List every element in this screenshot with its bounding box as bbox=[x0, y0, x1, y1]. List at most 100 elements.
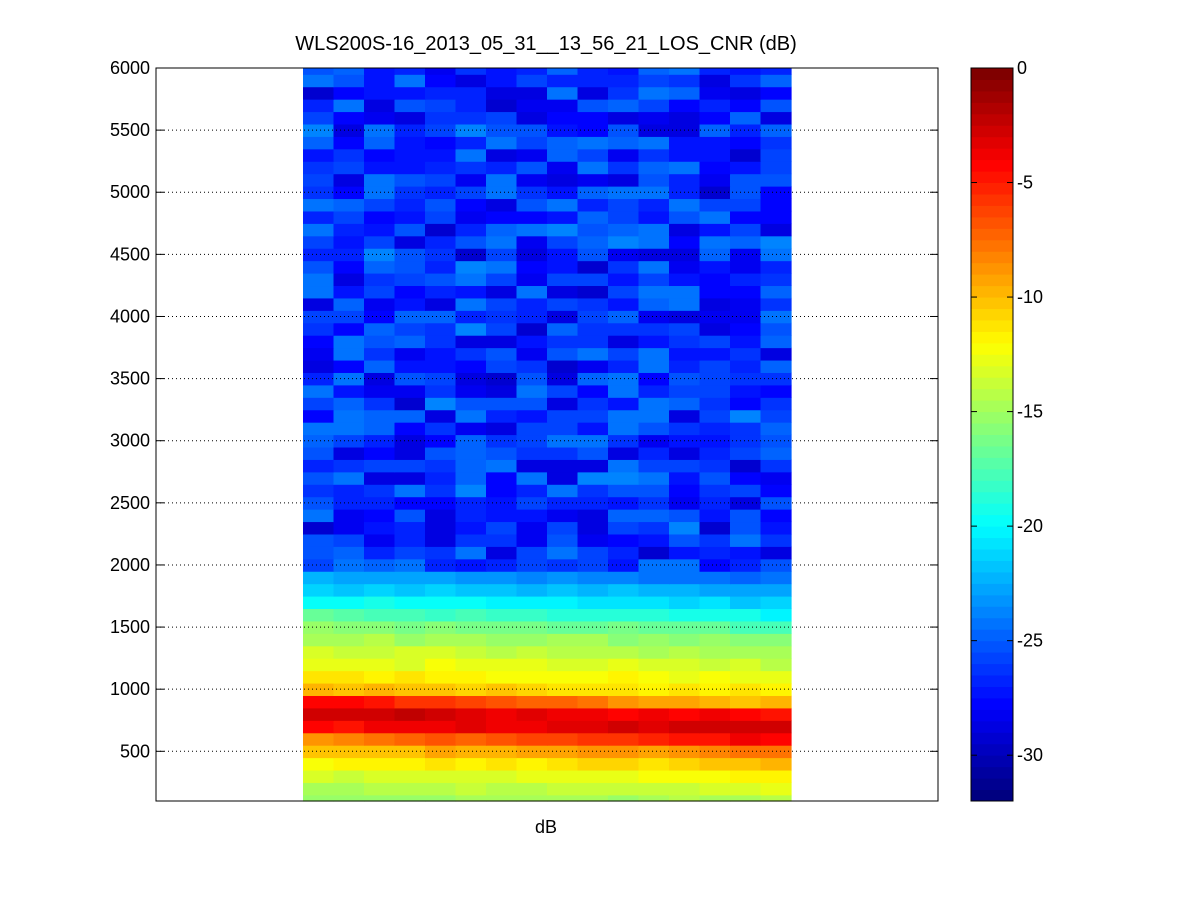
heatmap-cell bbox=[364, 223, 396, 237]
heatmap-cell bbox=[364, 682, 396, 696]
heatmap-cell bbox=[364, 99, 396, 113]
heatmap-cell bbox=[608, 372, 640, 386]
colorbar-ticks: -30 -25 -20 -15 -10 -5 0 bbox=[971, 58, 1043, 765]
heatmap-cell bbox=[364, 459, 396, 473]
heatmap-cell bbox=[455, 471, 487, 485]
heatmap-cell bbox=[608, 682, 640, 696]
heatmap-cell bbox=[303, 372, 335, 386]
heatmap-cell bbox=[425, 533, 457, 547]
heatmap-cell bbox=[577, 223, 609, 237]
heatmap-cell bbox=[425, 658, 457, 672]
heatmap-cell bbox=[638, 235, 670, 249]
heatmap-cell bbox=[730, 571, 762, 585]
heatmap-cell bbox=[364, 335, 396, 349]
heatmap-cell bbox=[608, 297, 640, 311]
heatmap-cell bbox=[303, 86, 335, 100]
heatmap-cell bbox=[577, 335, 609, 349]
heatmap-cell bbox=[608, 173, 640, 187]
heatmap-cell bbox=[669, 173, 701, 187]
heatmap-cell bbox=[608, 310, 640, 324]
y-tick-label: 3000 bbox=[110, 431, 150, 451]
heatmap-cell bbox=[486, 223, 518, 237]
heatmap-cell bbox=[455, 509, 487, 523]
heatmap-cell bbox=[425, 471, 457, 485]
heatmap-cell bbox=[303, 695, 335, 709]
y-tick-label: 5500 bbox=[110, 120, 150, 140]
heatmap-cell bbox=[547, 310, 579, 324]
heatmap-cell bbox=[516, 670, 548, 684]
heatmap-cell bbox=[516, 484, 548, 498]
heatmap-cell bbox=[608, 446, 640, 460]
heatmap-cell bbox=[699, 658, 731, 672]
heatmap-cell bbox=[364, 148, 396, 162]
y-tick-label: 4500 bbox=[110, 244, 150, 264]
heatmap-cell bbox=[577, 571, 609, 585]
heatmap-cell bbox=[516, 173, 548, 187]
heatmap-cell bbox=[547, 533, 579, 547]
heatmap-cell bbox=[486, 285, 518, 299]
colorbar-band bbox=[971, 697, 1013, 710]
heatmap-cell bbox=[364, 769, 396, 783]
heatmap-cell bbox=[303, 707, 335, 721]
heatmap-cell bbox=[516, 509, 548, 523]
heatmap-cell bbox=[516, 633, 548, 647]
heatmap-cell bbox=[669, 533, 701, 547]
heatmap-cell bbox=[425, 794, 457, 802]
heatmap-cell bbox=[364, 347, 396, 361]
heatmap-cell bbox=[516, 235, 548, 249]
heatmap-cell bbox=[425, 359, 457, 373]
colorbar bbox=[971, 68, 1013, 802]
heatmap-cell bbox=[486, 347, 518, 361]
heatmap-cell bbox=[425, 596, 457, 610]
heatmap-cell bbox=[699, 210, 731, 224]
heatmap-cell bbox=[486, 335, 518, 349]
heatmap-cell bbox=[486, 794, 518, 802]
heatmap-cell bbox=[760, 260, 792, 274]
heatmap-cell bbox=[669, 335, 701, 349]
heatmap-cell bbox=[730, 322, 762, 336]
heatmap-cell bbox=[608, 322, 640, 336]
heatmap-cell bbox=[730, 745, 762, 759]
heatmap-cell bbox=[333, 484, 365, 498]
heatmap-cell bbox=[455, 521, 487, 535]
heatmap-cell bbox=[669, 210, 701, 224]
heatmap-cell bbox=[638, 583, 670, 597]
heatmap-cell bbox=[760, 335, 792, 349]
heatmap-cell bbox=[486, 235, 518, 249]
colorbar-band bbox=[971, 629, 1013, 642]
heatmap-cell bbox=[394, 223, 426, 237]
heatmap-cell bbox=[333, 136, 365, 150]
heatmap-cell bbox=[638, 633, 670, 647]
heatmap-cell bbox=[516, 335, 548, 349]
heatmap-cell bbox=[303, 347, 335, 361]
heatmap-cell bbox=[577, 161, 609, 175]
colorbar-band bbox=[971, 90, 1013, 103]
colorbar-band bbox=[971, 663, 1013, 676]
heatmap-cell bbox=[486, 446, 518, 460]
heatmap-cell bbox=[699, 695, 731, 709]
heatmap-cell bbox=[638, 74, 670, 88]
heatmap-cell bbox=[333, 509, 365, 523]
heatmap-cell bbox=[303, 459, 335, 473]
colorbar-band bbox=[971, 606, 1013, 619]
heatmap-cell bbox=[394, 732, 426, 746]
heatmap-cell bbox=[547, 148, 579, 162]
heatmap-cell bbox=[425, 608, 457, 622]
heatmap-cell bbox=[730, 782, 762, 796]
heatmap-cell bbox=[486, 695, 518, 709]
heatmap-cell bbox=[547, 546, 579, 560]
heatmap-cell bbox=[699, 285, 731, 299]
heatmap-cell bbox=[730, 384, 762, 398]
heatmap-cell bbox=[364, 558, 396, 572]
colorbar-band bbox=[971, 594, 1013, 607]
heatmap-cell bbox=[364, 496, 396, 510]
heatmap-cell bbox=[699, 794, 731, 802]
heatmap-cell bbox=[455, 782, 487, 796]
heatmap-cell bbox=[303, 658, 335, 672]
heatmap-cell bbox=[699, 533, 731, 547]
heatmap-cell bbox=[394, 509, 426, 523]
heatmap-cell bbox=[608, 720, 640, 734]
heatmap-cell bbox=[547, 359, 579, 373]
heatmap-cell bbox=[516, 74, 548, 88]
heatmap-cell bbox=[638, 248, 670, 262]
